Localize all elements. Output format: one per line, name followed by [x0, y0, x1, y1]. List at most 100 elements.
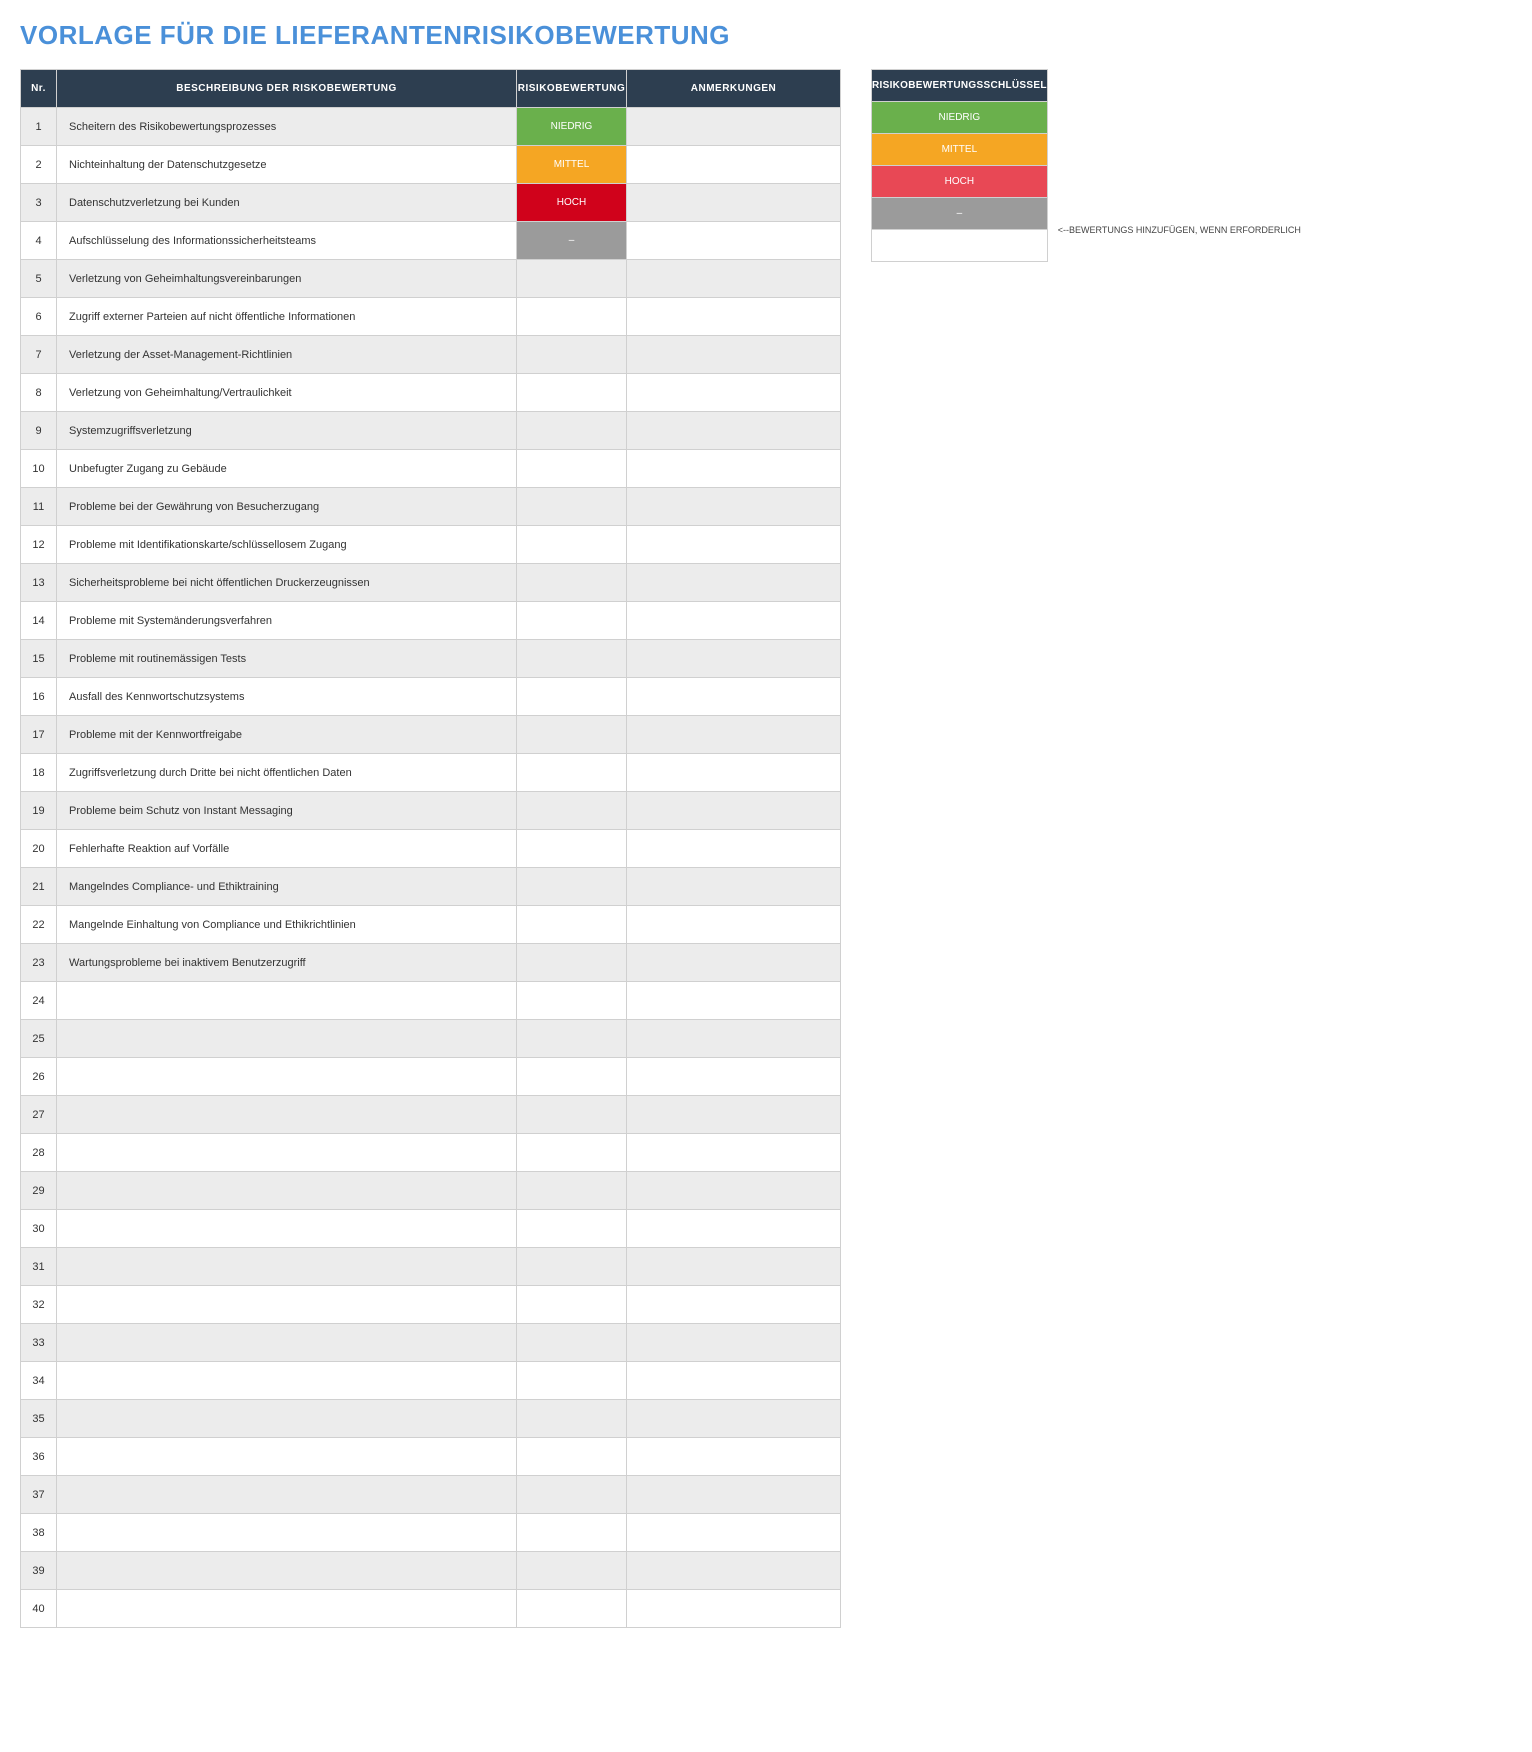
- cell-risk[interactable]: [517, 1210, 627, 1248]
- cell-risk[interactable]: [517, 678, 627, 716]
- cell-description[interactable]: [57, 1438, 517, 1476]
- cell-risk[interactable]: HOCH: [517, 184, 627, 222]
- cell-risk[interactable]: –: [517, 222, 627, 260]
- cell-risk[interactable]: [517, 1286, 627, 1324]
- cell-description[interactable]: Aufschlüsselung des Informationssicherhe…: [57, 222, 517, 260]
- cell-risk[interactable]: [517, 1552, 627, 1590]
- cell-description[interactable]: [57, 1134, 517, 1172]
- cell-risk[interactable]: [517, 1476, 627, 1514]
- cell-description[interactable]: Verletzung der Asset-Management-Richtlin…: [57, 336, 517, 374]
- cell-risk[interactable]: [517, 1514, 627, 1552]
- cell-description[interactable]: Probleme mit Systemänderungsverfahren: [57, 602, 517, 640]
- cell-annotation[interactable]: [627, 678, 841, 716]
- cell-description[interactable]: Probleme mit routinemässigen Tests: [57, 640, 517, 678]
- cell-annotation[interactable]: [627, 374, 841, 412]
- cell-risk[interactable]: [517, 1134, 627, 1172]
- cell-annotation[interactable]: [627, 1058, 841, 1096]
- cell-risk[interactable]: [517, 526, 627, 564]
- cell-description[interactable]: Verletzung von Geheimhaltungsvereinbarun…: [57, 260, 517, 298]
- cell-description[interactable]: Unbefugter Zugang zu Gebäude: [57, 450, 517, 488]
- cell-risk[interactable]: [517, 488, 627, 526]
- cell-annotation[interactable]: [627, 260, 841, 298]
- cell-annotation[interactable]: [627, 1020, 841, 1058]
- cell-risk[interactable]: [517, 450, 627, 488]
- cell-risk[interactable]: [517, 830, 627, 868]
- cell-description[interactable]: Verletzung von Geheimhaltung/Vertraulich…: [57, 374, 517, 412]
- cell-annotation[interactable]: [627, 336, 841, 374]
- cell-risk[interactable]: [517, 412, 627, 450]
- cell-risk[interactable]: [517, 298, 627, 336]
- cell-risk[interactable]: [517, 754, 627, 792]
- cell-annotation[interactable]: [627, 640, 841, 678]
- cell-annotation[interactable]: [627, 1210, 841, 1248]
- cell-description[interactable]: [57, 1400, 517, 1438]
- cell-annotation[interactable]: [627, 1362, 841, 1400]
- cell-annotation[interactable]: [627, 184, 841, 222]
- cell-description[interactable]: [57, 1172, 517, 1210]
- cell-description[interactable]: [57, 1514, 517, 1552]
- cell-annotation[interactable]: [627, 1590, 841, 1628]
- cell-annotation[interactable]: [627, 1552, 841, 1590]
- cell-risk[interactable]: [517, 716, 627, 754]
- cell-risk[interactable]: [517, 640, 627, 678]
- cell-annotation[interactable]: [627, 564, 841, 602]
- cell-risk[interactable]: [517, 944, 627, 982]
- cell-risk[interactable]: [517, 1020, 627, 1058]
- cell-description[interactable]: Datenschutzverletzung bei Kunden: [57, 184, 517, 222]
- cell-description[interactable]: Probleme mit der Kennwortfreigabe: [57, 716, 517, 754]
- cell-risk[interactable]: [517, 336, 627, 374]
- cell-description[interactable]: [57, 982, 517, 1020]
- cell-risk[interactable]: [517, 1324, 627, 1362]
- cell-description[interactable]: Sicherheitsprobleme bei nicht öffentlich…: [57, 564, 517, 602]
- cell-risk[interactable]: [517, 602, 627, 640]
- cell-description[interactable]: [57, 1552, 517, 1590]
- cell-description[interactable]: Fehlerhafte Reaktion auf Vorfälle: [57, 830, 517, 868]
- cell-annotation[interactable]: [627, 108, 841, 146]
- cell-risk[interactable]: MITTEL: [517, 146, 627, 184]
- cell-annotation[interactable]: [627, 1400, 841, 1438]
- cell-risk[interactable]: [517, 982, 627, 1020]
- cell-risk[interactable]: [517, 868, 627, 906]
- cell-description[interactable]: Systemzugriffsverletzung: [57, 412, 517, 450]
- cell-description[interactable]: Scheitern des Risikobewertungsprozesses: [57, 108, 517, 146]
- cell-description[interactable]: [57, 1096, 517, 1134]
- cell-annotation[interactable]: [627, 1096, 841, 1134]
- cell-annotation[interactable]: [627, 982, 841, 1020]
- cell-description[interactable]: Zugriffsverletzung durch Dritte bei nich…: [57, 754, 517, 792]
- cell-description[interactable]: Probleme beim Schutz von Instant Messagi…: [57, 792, 517, 830]
- cell-risk[interactable]: [517, 1438, 627, 1476]
- cell-annotation[interactable]: [627, 412, 841, 450]
- cell-description[interactable]: Probleme bei der Gewährung von Besucherz…: [57, 488, 517, 526]
- cell-annotation[interactable]: [627, 450, 841, 488]
- cell-risk[interactable]: [517, 1058, 627, 1096]
- cell-risk[interactable]: [517, 1172, 627, 1210]
- cell-annotation[interactable]: [627, 1438, 841, 1476]
- cell-annotation[interactable]: [627, 222, 841, 260]
- cell-risk[interactable]: [517, 374, 627, 412]
- cell-description[interactable]: Ausfall des Kennwortschutzsystems: [57, 678, 517, 716]
- cell-annotation[interactable]: [627, 298, 841, 336]
- cell-description[interactable]: [57, 1058, 517, 1096]
- cell-annotation[interactable]: [627, 754, 841, 792]
- cell-description[interactable]: Mangelndes Compliance- und Ethiktraining: [57, 868, 517, 906]
- cell-risk[interactable]: [517, 564, 627, 602]
- cell-annotation[interactable]: [627, 1172, 841, 1210]
- cell-description[interactable]: Wartungsprobleme bei inaktivem Benutzerz…: [57, 944, 517, 982]
- cell-description[interactable]: Nichteinhaltung der Datenschutzgesetze: [57, 146, 517, 184]
- cell-risk[interactable]: [517, 906, 627, 944]
- cell-description[interactable]: Mangelnde Einhaltung von Compliance und …: [57, 906, 517, 944]
- cell-annotation[interactable]: [627, 906, 841, 944]
- cell-risk[interactable]: NIEDRIG: [517, 108, 627, 146]
- cell-annotation[interactable]: [627, 1134, 841, 1172]
- cell-description[interactable]: [57, 1020, 517, 1058]
- cell-annotation[interactable]: [627, 602, 841, 640]
- cell-description[interactable]: [57, 1324, 517, 1362]
- cell-description[interactable]: [57, 1362, 517, 1400]
- cell-risk[interactable]: [517, 1248, 627, 1286]
- cell-description[interactable]: [57, 1286, 517, 1324]
- cell-risk[interactable]: [517, 1096, 627, 1134]
- cell-risk[interactable]: [517, 1400, 627, 1438]
- cell-annotation[interactable]: [627, 1286, 841, 1324]
- cell-description[interactable]: [57, 1476, 517, 1514]
- cell-annotation[interactable]: [627, 792, 841, 830]
